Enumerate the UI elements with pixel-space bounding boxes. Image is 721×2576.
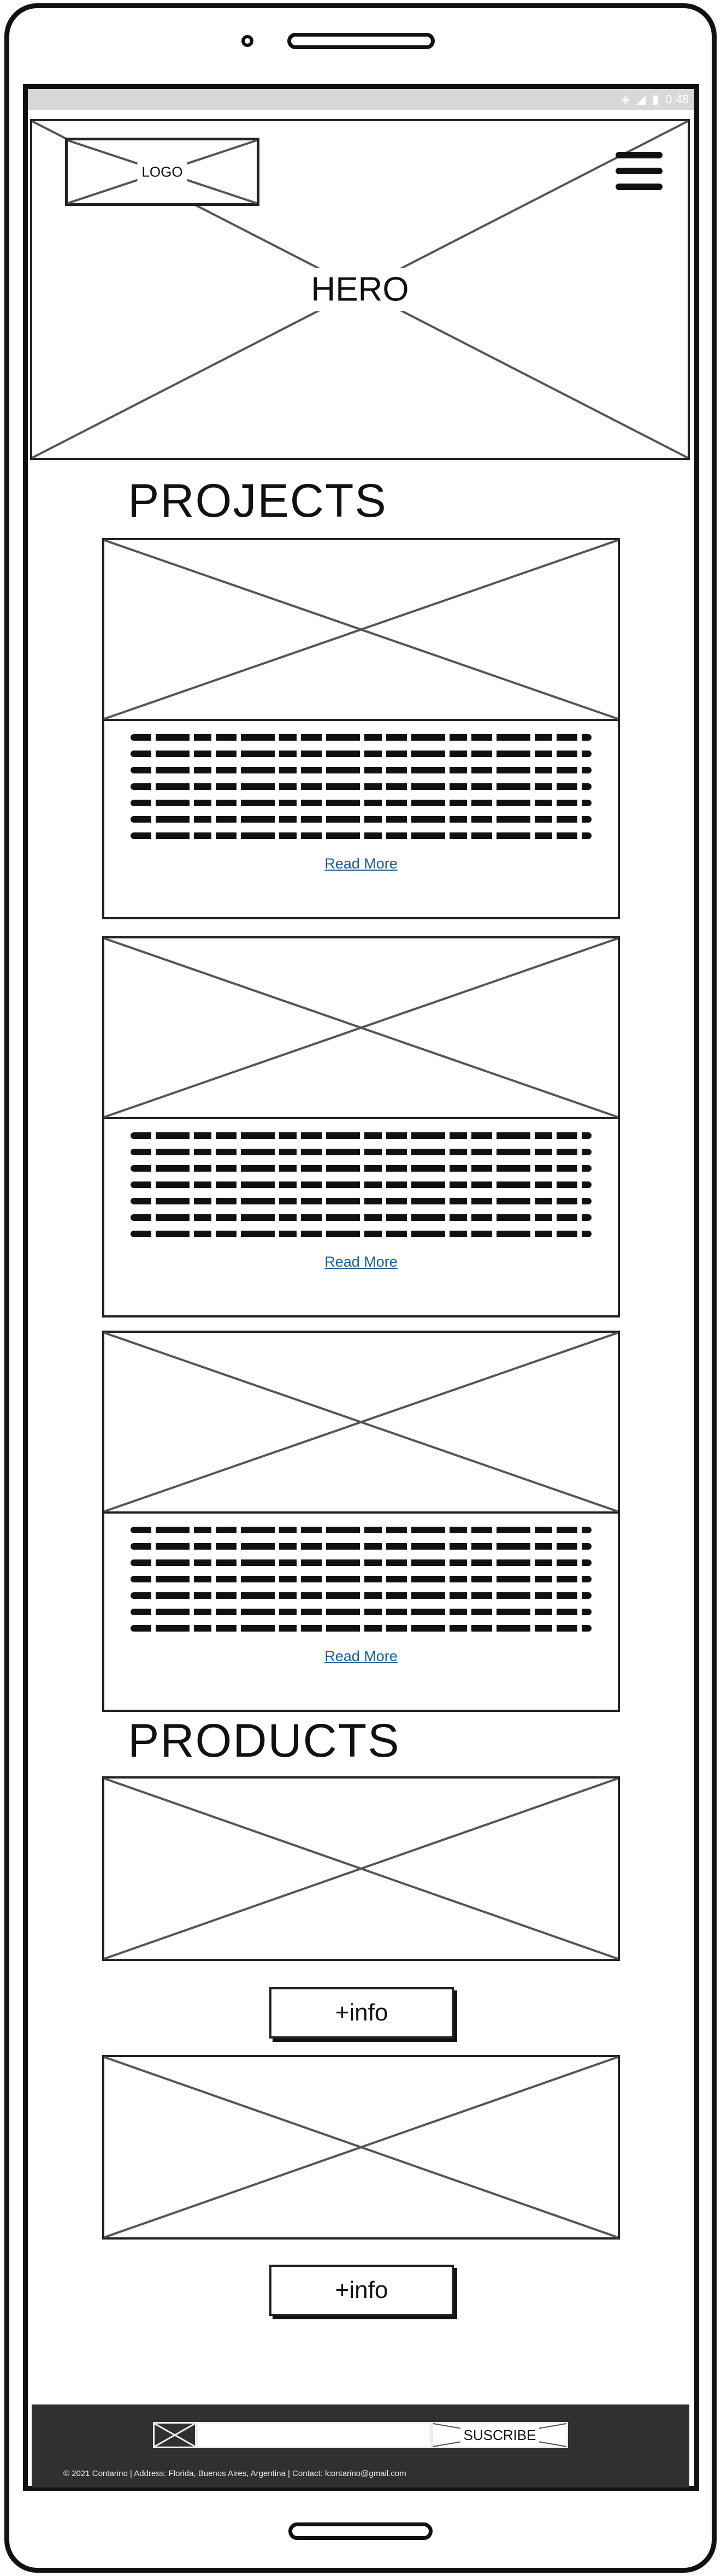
- product-info-button[interactable]: +info: [269, 2265, 454, 2316]
- read-more-link[interactable]: Read More: [324, 855, 398, 872]
- image-placeholder: [104, 1333, 618, 1511]
- wifi-icon: ◈: [620, 92, 630, 106]
- project-description: Read More: [104, 1119, 618, 1271]
- status-time: 0:48: [665, 92, 689, 106]
- image-placeholder: [104, 540, 618, 719]
- subscribe-form: SUSCRIBE: [153, 2422, 568, 2448]
- read-more-link[interactable]: Read More: [324, 1648, 398, 1664]
- project-card: Read More: [102, 1331, 620, 1712]
- battery-icon: ▮: [652, 92, 659, 106]
- project-card: Read More: [102, 538, 620, 919]
- hamburger-menu-icon[interactable]: [616, 152, 663, 190]
- product-info-button[interactable]: +info: [269, 1987, 454, 2039]
- phone-frame: [4, 3, 717, 2573]
- projects-heading: PROJECTS: [128, 475, 387, 527]
- read-more-link[interactable]: Read More: [324, 1254, 398, 1270]
- image-placeholder: [104, 1779, 618, 1959]
- logo[interactable]: LOGO: [65, 138, 259, 206]
- hero-banner: LOGO HERO: [30, 119, 690, 460]
- subscribe-label: SUSCRIBE: [460, 2426, 540, 2444]
- home-button[interactable]: [288, 2522, 433, 2540]
- project-card: Read More: [102, 936, 620, 1317]
- product-image: [102, 1776, 620, 1961]
- project-description: Read More: [104, 1514, 618, 1665]
- mail-icon: [153, 2422, 197, 2448]
- project-image: [104, 1333, 618, 1514]
- project-image: [104, 540, 618, 721]
- hero-title: HERO: [304, 268, 416, 311]
- image-placeholder: [104, 938, 618, 1117]
- status-bar: ◈ ◢ ▮ 0:48: [28, 89, 694, 110]
- speaker-grille: [287, 33, 435, 49]
- project-image: [104, 938, 618, 1119]
- products-heading: PRODUCTS: [128, 1715, 400, 1767]
- camera-icon: [241, 35, 253, 47]
- email-input[interactable]: [197, 2422, 432, 2448]
- footer: SUSCRIBE © 2021 Contarino | Address: Flo…: [32, 2404, 689, 2488]
- project-description: Read More: [104, 721, 618, 872]
- product-image: [102, 2055, 620, 2240]
- signal-icon: ◢: [636, 92, 646, 106]
- copyright-text: © 2021 Contarino | Address: Florida, Bue…: [63, 2469, 406, 2478]
- image-placeholder: [104, 2057, 618, 2237]
- subscribe-button[interactable]: SUSCRIBE: [432, 2422, 568, 2448]
- logo-label: LOGO: [137, 162, 187, 181]
